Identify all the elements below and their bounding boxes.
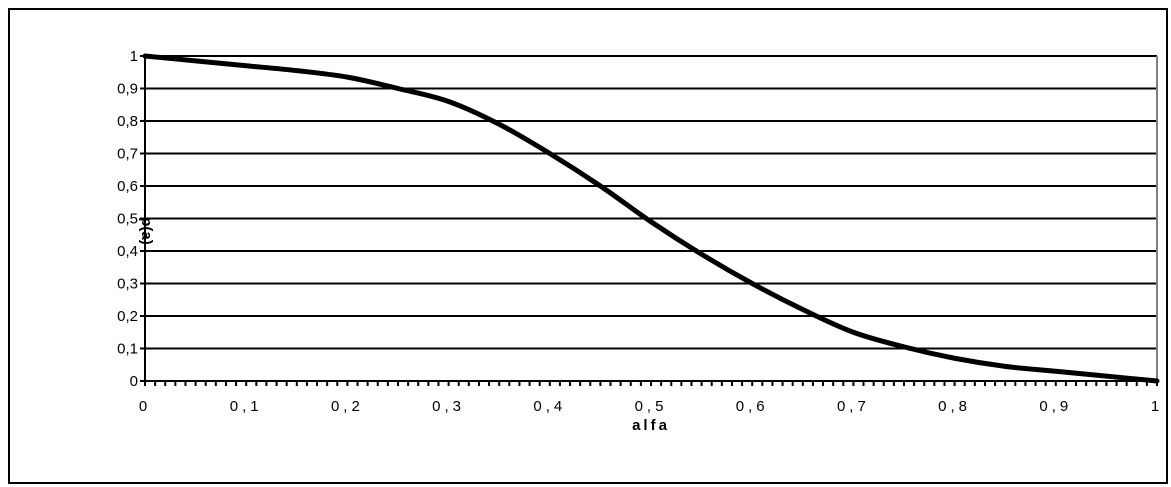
gridlines: [145, 55, 1157, 350]
x-tick-label: 0,3: [432, 398, 465, 415]
y-tick-label: 0: [130, 373, 138, 390]
y-tick-label: 0,2: [117, 308, 138, 325]
x-tick-label: 0,2: [331, 398, 364, 415]
x-axis-title: alfa: [632, 417, 670, 434]
y-tick-label: 0,5: [117, 211, 138, 228]
y-tick-label: 0,6: [117, 178, 138, 195]
y-tick-label: 1: [130, 48, 138, 65]
x-tick-label: 0,5: [635, 398, 668, 415]
x-tick-label: 0,1: [230, 398, 263, 415]
y-tick-label: 0,9: [117, 81, 138, 98]
y-tick-label: 0,8: [117, 113, 138, 130]
x-tick-label: 0,6: [736, 398, 769, 415]
line-chart: 0 0,1 0,2 0,3 0,4 0,5 0,6 0,7 0,8 0,9 1 0 0,1 0,2 0,3…: [117, 48, 1163, 434]
x-tick-label: 0,9: [1039, 398, 1072, 415]
x-tick-label: 0,8: [938, 398, 971, 415]
y-tick-label: 0,4: [117, 243, 138, 260]
x-tick-labels: 0 0,1 0,2 0,3 0,4 0,5 0,6 0,7 0,8 0,9 1: [139, 398, 1163, 415]
y-tick-labels: 0 0,1 0,2 0,3 0,4 0,5 0,6 0,7 0,8 0,9 1: [117, 48, 138, 390]
series: [142, 53, 1160, 384]
y-axis-title: p(a): [138, 217, 155, 245]
chart-frame: 0 0,1 0,2 0,3 0,4 0,5 0,6 0,7 0,8 0,9 1 0 0,1 0,2 0,3…: [8, 8, 1168, 484]
x-tick-label: 0: [139, 398, 151, 415]
y-tick-label: 0,3: [117, 276, 138, 293]
y-tick-label: 0,1: [117, 341, 138, 358]
x-tick-label: 1: [1151, 398, 1163, 415]
x-tick-label: 0,7: [837, 398, 870, 415]
y-tick-label: 0,7: [117, 146, 138, 163]
series-line: [142, 53, 1160, 384]
x-tick-label: 0,4: [533, 398, 566, 415]
